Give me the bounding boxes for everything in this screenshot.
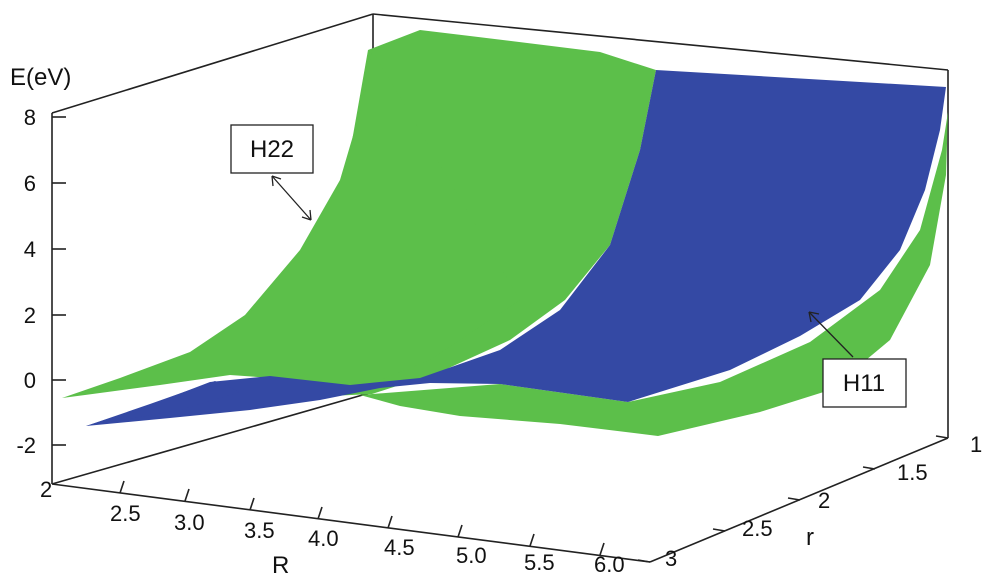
r-tick-label: 2	[818, 488, 830, 513]
R-tick-label: 4.5	[384, 535, 415, 560]
R-tick-label: 3.0	[174, 510, 205, 535]
z-tick-label: 8	[24, 105, 36, 130]
R-tick	[119, 480, 125, 494]
surface-h22-right-underside	[360, 112, 948, 436]
R-tick-label: 2	[40, 477, 52, 502]
callout-h22-box	[230, 124, 314, 174]
R-axis-title: R	[272, 552, 289, 575]
R-tick	[387, 515, 393, 529]
callout-h22-arrowhead-start	[271, 175, 282, 187]
z-axis: 8 6 4 2 0 -2 E(eV)	[10, 64, 71, 458]
R-tick	[184, 488, 190, 502]
callout-h11-label: H11	[843, 370, 885, 397]
r-tick	[862, 466, 876, 470]
callout-h11-arrow	[808, 311, 854, 358]
r-tick-label: 1	[970, 432, 982, 457]
z-tick-label: 2	[24, 303, 36, 328]
z-tick-label: 0	[24, 368, 36, 393]
R-tick	[529, 533, 535, 547]
z-axis-title: E(eV)	[10, 64, 71, 91]
R-tick	[317, 506, 323, 520]
R-tick-label: 3.5	[244, 518, 275, 543]
surface-h11	[86, 70, 946, 426]
callout-h11: H11	[808, 311, 907, 408]
z-tick-label: 4	[24, 237, 36, 262]
r-tick	[712, 528, 726, 532]
r-axis-title: r	[806, 524, 814, 551]
frame-bottom-front	[51, 483, 651, 563]
R-tick-label: 5.5	[524, 550, 555, 575]
r-axis: 1 1.5 2 2.5 3 r	[637, 432, 982, 571]
r-tick	[935, 435, 949, 439]
R-axis: 2 2.5 3.0 3.5 4.0 4.5 5.0 5.5 6.0 R	[40, 477, 625, 575]
r-tick	[637, 559, 651, 563]
callout-h22-label: H22	[250, 136, 294, 163]
callout-h22-arrowhead-end	[301, 209, 312, 221]
R-tick	[249, 497, 255, 511]
R-tick-label: 6.0	[594, 552, 625, 575]
frame-back-top	[372, 13, 949, 71]
r-tick-label: 2.5	[742, 516, 773, 541]
z-tick-label: -2	[16, 433, 36, 458]
frame-bottom-back	[51, 391, 374, 485]
callout-h11-arrowhead	[808, 311, 820, 323]
R-tick-label: 5.0	[456, 543, 487, 568]
surface-h11-left-edge	[86, 381, 240, 426]
z-tick-label: 6	[24, 171, 36, 196]
surface-h22-left	[62, 50, 520, 398]
callout-h22: H22	[230, 124, 314, 221]
surfaces	[62, 30, 948, 436]
frame-left-top	[51, 13, 374, 114]
R-tick-label: 2.5	[110, 501, 141, 526]
R-tick	[457, 524, 463, 538]
R-tick	[599, 542, 605, 556]
r-tick-label: 1.5	[897, 460, 928, 485]
callout-h11-box	[822, 358, 907, 408]
R-tick-label: 4.0	[308, 526, 339, 551]
callout-h22-arrow	[271, 175, 312, 221]
r-tick-label: 3	[665, 546, 677, 571]
r-tick	[787, 497, 801, 501]
